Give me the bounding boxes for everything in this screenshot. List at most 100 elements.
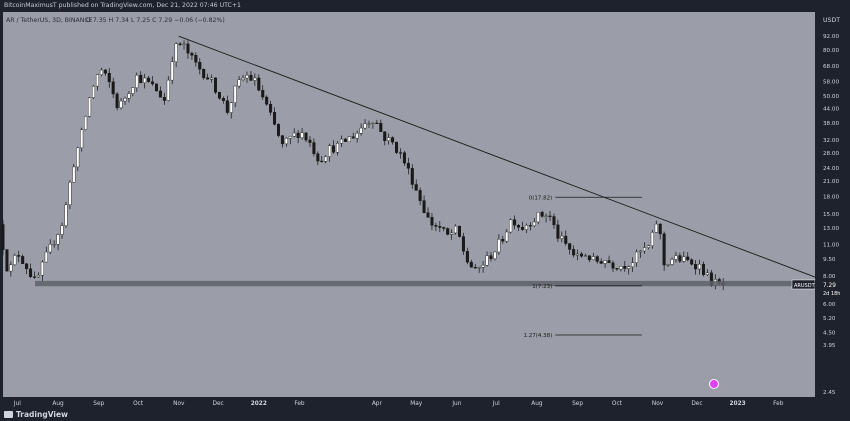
candle-body [583, 255, 587, 257]
chart-area[interactable]: 0(17.82) 1(7.23) 1.27(4.38) 2.45 3.95 4.50 5.… [0, 12, 850, 409]
candle [698, 259, 702, 275]
candle-body [540, 211, 544, 217]
candle-body [391, 137, 395, 143]
candle-body [190, 52, 194, 56]
candle [414, 179, 418, 191]
candle-body [406, 162, 410, 169]
candle-body [430, 217, 434, 226]
candle [103, 68, 107, 76]
x-tick-label: Oct [133, 401, 144, 407]
candle-body [316, 153, 320, 162]
x-tick-label: Feb [773, 401, 784, 407]
candle-body [631, 262, 635, 267]
event-marker-icon[interactable] [709, 379, 719, 389]
footer-brand: TradingView [16, 410, 68, 419]
candle-body [465, 251, 469, 263]
candle [147, 76, 151, 83]
candle [190, 51, 194, 60]
candle-body [375, 122, 379, 125]
candle [182, 40, 186, 50]
x-tick-label: Feb [294, 401, 305, 407]
candle [461, 232, 465, 256]
candle-body [60, 225, 64, 235]
candle [410, 164, 414, 189]
candle [284, 137, 288, 147]
candle-body [324, 156, 328, 162]
candle-body [446, 228, 450, 235]
candle [599, 258, 603, 265]
candle-body [332, 145, 336, 153]
candle-body [257, 77, 261, 91]
candle-body [182, 43, 186, 45]
candle [343, 137, 347, 143]
candle-body [587, 255, 591, 261]
candle-body [642, 247, 646, 252]
candle [670, 257, 674, 266]
candle [88, 97, 92, 118]
candle [40, 260, 44, 282]
candle-body [678, 255, 682, 262]
candle-body [111, 81, 115, 95]
candle [568, 243, 572, 255]
candle [442, 226, 446, 232]
candle-body [296, 132, 300, 138]
time-axis[interactable]: Jul Aug Sep Oct Nov Dec 2022 Feb Apr May Jun Jul Aug… [13, 401, 784, 407]
overlay-layer: 0(17.82) 1(7.23) 1.27(4.38) [35, 35, 816, 339]
candle [694, 260, 698, 275]
candle-body [336, 143, 340, 153]
candle-body [698, 263, 702, 270]
candle [631, 257, 635, 272]
candle-body [564, 235, 568, 244]
candles-layer [1, 40, 725, 291]
candle [64, 201, 68, 228]
y-tick-label: 18.00 [823, 194, 839, 200]
candle-body [603, 260, 607, 264]
candle [556, 219, 560, 243]
candle [351, 132, 355, 139]
candle-body [576, 253, 580, 256]
candle-body [139, 74, 143, 84]
candle-body [253, 77, 257, 81]
candle-body [217, 92, 221, 99]
candle-body [552, 216, 556, 226]
y-tick-label: 8.00 [823, 274, 836, 280]
x-tick-label: 2023 [730, 401, 746, 407]
candle-body [5, 249, 9, 272]
candle [398, 148, 402, 159]
candle [316, 151, 320, 166]
candle [658, 223, 662, 240]
candle [560, 231, 564, 243]
candle [650, 229, 654, 249]
candle-body [339, 138, 343, 144]
candle [245, 71, 249, 83]
candle-body [40, 261, 44, 276]
candle [44, 246, 48, 263]
candle-body [103, 69, 107, 74]
price-axis[interactable]: 2.45 3.95 4.50 5.20 6.00 8.00 9.50 11.00 13.00 15… [791, 34, 850, 396]
candle [5, 249, 9, 272]
price-chart[interactable]: 0(17.82) 1(7.23) 1.27(4.38) 2.45 3.95 4.50 5.… [0, 12, 850, 409]
footer: TradingView [0, 409, 850, 421]
candle [646, 244, 650, 250]
candle-body [312, 142, 316, 154]
candle [72, 163, 76, 183]
candle [619, 265, 623, 272]
candle-body [701, 263, 705, 275]
y-tick-label: 24.00 [823, 166, 839, 172]
candle [249, 70, 253, 81]
y-tick-label: 80.00 [823, 48, 839, 54]
candle-body [371, 122, 375, 125]
candle [395, 141, 399, 154]
candle-body [662, 233, 666, 266]
candle [221, 96, 225, 104]
candle-body [560, 235, 564, 239]
y-tick-label: 4.50 [823, 330, 836, 336]
candle-body [398, 152, 402, 154]
y-tick-label: 58.00 [823, 79, 839, 85]
candle [701, 261, 705, 277]
candle-body [595, 256, 599, 262]
candle-body [269, 104, 273, 113]
candle-body [135, 74, 139, 88]
candle-body [395, 141, 399, 153]
candle [56, 233, 60, 251]
